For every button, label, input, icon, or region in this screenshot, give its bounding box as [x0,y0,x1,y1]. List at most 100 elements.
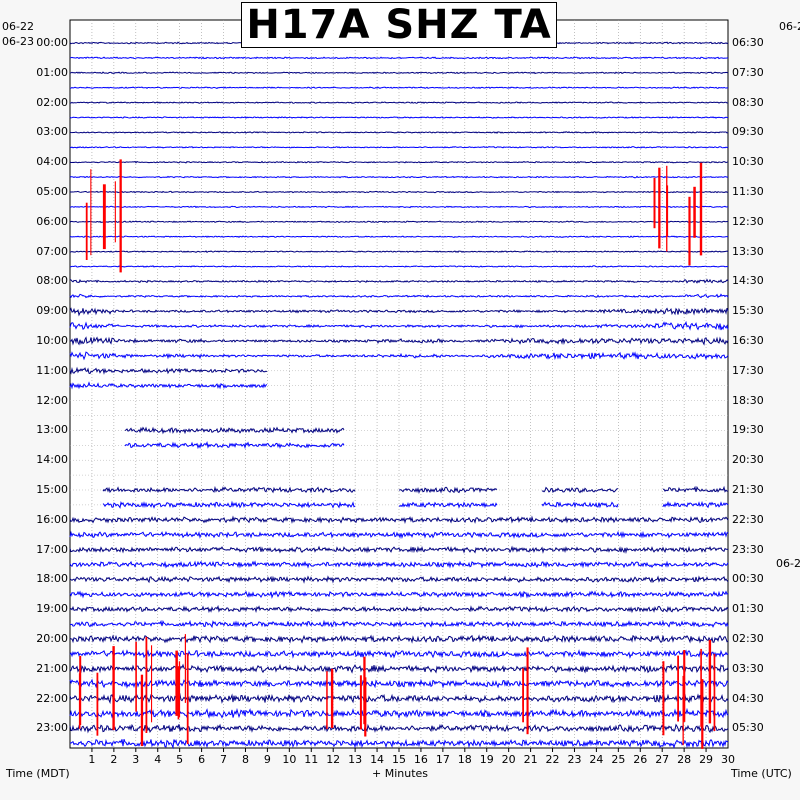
x-tick-label: 26 [633,753,648,766]
left-axis-label: Time (MDT) [6,767,70,780]
x-tick-label: 11 [304,753,319,766]
x-tick-label: 8 [241,753,249,766]
x-tick-label: 1 [88,753,96,766]
clipped-spike [145,636,148,733]
left-hour-label: 21:00 [36,661,68,675]
right-hour-label: 07:30 [732,65,764,79]
right-hour-label: 14:30 [732,274,764,288]
x-tick-label: 17 [435,753,450,766]
x-tick-label: 14 [370,753,385,766]
right-hour-label: 08:30 [732,95,764,109]
right-date-1: 06-2 [779,20,800,33]
left-hour-label: 06:00 [36,214,68,228]
trace-line [70,101,729,104]
trace-line [69,723,729,734]
x-axis-ticks [91,748,707,752]
left-hour-label: 09:00 [36,304,68,318]
x-axis-label: + Minutes [372,767,429,780]
trace-line [69,86,729,89]
clipped-spike [114,181,116,243]
left-hour-label: 10:00 [36,334,68,347]
right-hour-label: 01:30 [732,602,764,616]
trace-line [69,293,729,299]
clipped-spike [688,196,691,266]
trace-line [69,56,729,60]
trace-line [69,278,729,284]
clipped-events [78,159,716,749]
clipped-spike [662,661,665,736]
clipped-spike [184,634,186,703]
right-hour-label: 11:30 [732,185,764,198]
right-date-2: 06-2 [776,557,800,570]
x-tick-label: 19 [479,753,494,766]
x-tick-label: 12 [326,753,341,766]
clipped-spike [85,202,88,260]
right-hour-label: 02:30 [732,632,764,645]
left-hour-label: 17:00 [36,542,68,556]
clipped-spike [682,675,684,746]
clipped-spike [693,186,696,238]
clipped-spike [112,646,115,731]
right-hour-label: 21:30 [732,483,764,496]
trace-line [69,71,729,75]
x-tick-label: 24 [589,753,604,766]
clipped-spike [359,675,362,730]
x-tick-label: 23 [567,753,582,766]
x-tick-label: 15 [392,753,406,766]
right-hour-label: 05:30 [732,721,764,735]
clipped-spike [177,666,180,720]
right-hour-label: 18:30 [732,393,764,407]
clipped-spike [677,655,679,722]
right-hour-label: 22:30 [732,512,764,526]
x-tick-label: 29 [699,753,714,766]
trace-line [69,590,729,599]
trace-line [69,220,729,224]
trace-line [69,235,729,239]
clipped-spike [526,647,529,735]
clipped-spike [522,668,524,723]
left-hour-label: 23:00 [36,721,68,735]
left-hour-label: 08:00 [36,274,68,288]
seismic-traces [69,41,729,750]
trace-line [69,116,728,119]
clipped-spike [658,167,661,249]
clipped-spike [699,162,703,256]
trace-line [69,190,729,194]
clipped-spike [666,185,669,237]
left-hour-label: 14:00 [36,453,68,467]
right-hour-label: 20:30 [732,453,764,467]
trace-line [102,485,729,495]
clipped-spike [700,648,702,727]
trace-line [69,336,729,346]
x-tick-label: 5 [176,753,184,766]
x-tick-label: 2 [110,753,118,766]
plot-grid [70,20,728,748]
trace-line [69,131,729,134]
clipped-spike [79,655,82,725]
clipped-spike [119,159,122,273]
clipped-spike [178,661,181,718]
clipped-spike [96,672,99,736]
trace-line [69,351,729,361]
clipped-spike [708,639,712,724]
trace-line [69,619,729,629]
left-hour-label: 22:00 [36,691,68,705]
right-hour-label: 13:30 [732,244,764,258]
trace-line [69,604,729,614]
left-hour-label: 11:00 [36,363,68,377]
x-tick-label: 18 [457,753,472,766]
chart-title-box: H17A SHZ TA [241,2,557,48]
left-hour-label: 05:00 [36,185,68,198]
clipped-spike [151,645,153,723]
right-hour-label: 00:30 [732,572,764,586]
left-date-1: 06-22 [2,20,34,33]
right-hour-label: 17:30 [732,363,764,377]
x-tick-label: 6 [198,753,206,766]
left-hour-label: 03:00 [36,125,68,139]
clipped-spike [713,653,716,731]
x-tick-label: 30 [721,753,735,766]
x-tick-label: 3 [132,753,140,766]
x-tick-label: 28 [677,753,692,766]
left-hour-label: 02:00 [36,95,68,109]
